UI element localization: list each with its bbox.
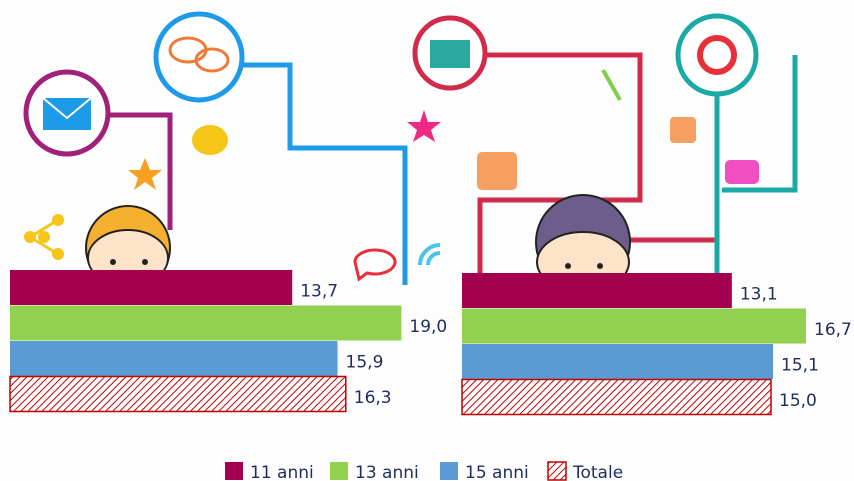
legend-swatch [330,462,348,480]
legend-label: 13 anni [355,463,419,481]
value-label: 15,9 [346,353,384,373]
bar [9,375,347,413]
bar [10,270,293,305]
value-label: 15,0 [779,391,817,411]
value-label: 16,3 [354,388,392,408]
value-label: 16,7 [814,320,852,340]
plot: 13,7 19,0 15,9 16,3 13,1 16,7 15,1 15,0 11 anni 1… [9,270,852,481]
bar [461,378,772,416]
legend-label: 15 anni [465,463,529,481]
legend-swatch [440,462,458,480]
value-label: 13,1 [740,285,778,305]
bar [462,344,774,379]
bar [10,305,402,341]
bar [462,308,807,344]
bar [10,341,338,376]
decoration [23,11,798,293]
legend-swatch [225,462,243,480]
legend-label: 11 anni [250,463,314,481]
legend-swatch [547,461,567,481]
value-label: 13,7 [300,282,338,302]
legend-label: Totale [572,463,623,481]
bar [462,273,732,308]
value-label: 19,0 [409,317,447,337]
value-label: 15,1 [781,356,819,376]
